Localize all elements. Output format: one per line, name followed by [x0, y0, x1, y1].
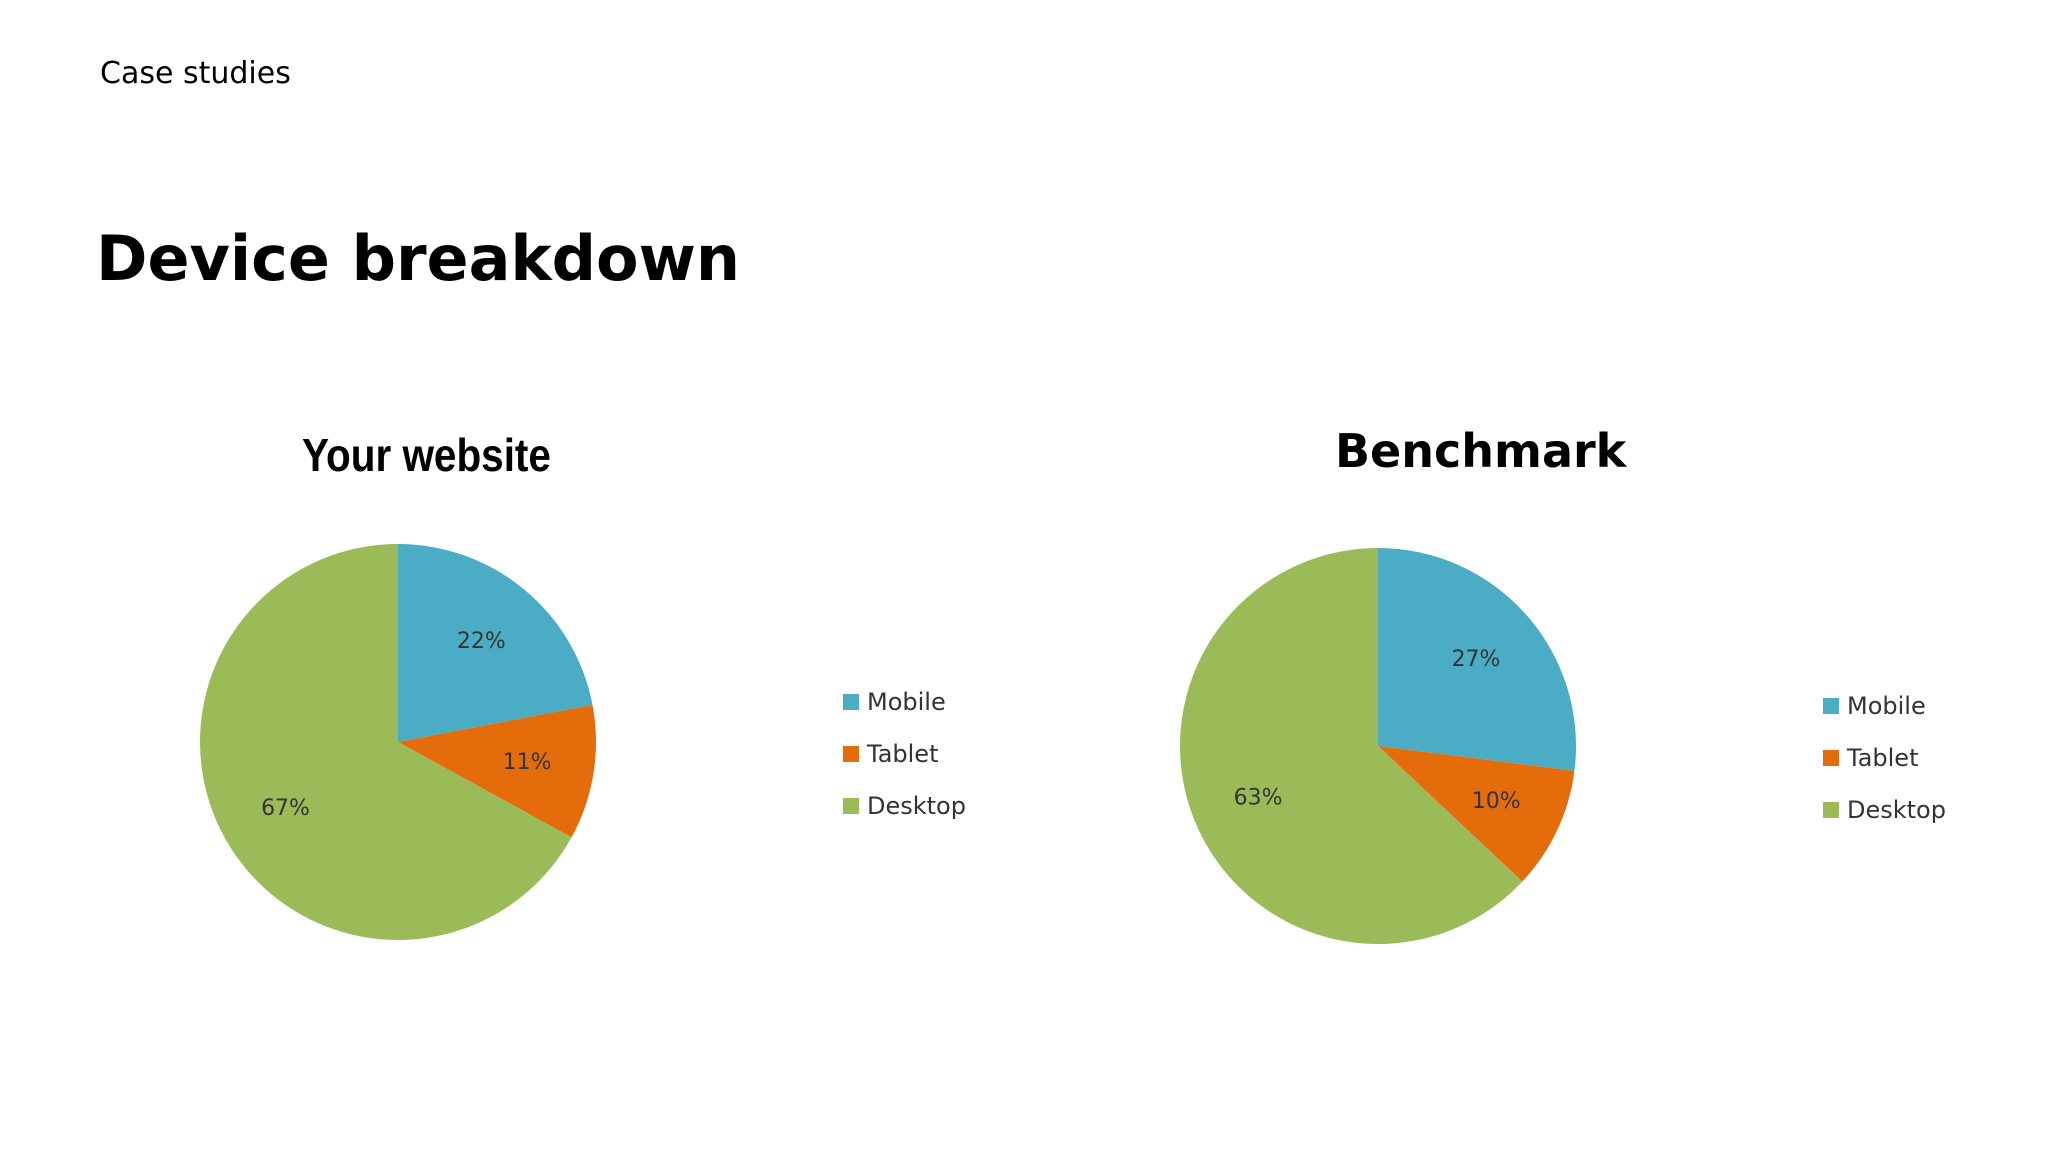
slice-label-tablet: 11%: [503, 750, 552, 775]
pie-slice-desktop: [1180, 548, 1523, 944]
pie-slice-desktop: [200, 544, 572, 940]
slide-title: Device breakdown: [96, 222, 741, 295]
slice-label-desktop: 67%: [261, 796, 310, 821]
legend-label-mobile: Mobile: [867, 688, 946, 716]
legend-your-website: Mobile Tablet Desktop: [843, 676, 966, 832]
legend-item-mobile: Mobile: [1823, 680, 1946, 732]
slice-label-desktop: 63%: [1234, 785, 1283, 810]
legend-swatch-mobile: [1823, 698, 1839, 714]
chart-title-benchmark: Benchmark: [1335, 424, 1627, 478]
legend-label-tablet: Tablet: [1847, 744, 1919, 772]
legend-item-desktop: Desktop: [1823, 784, 1946, 836]
chart-title-your-website: Your website: [302, 429, 551, 481]
legend-item-desktop: Desktop: [843, 780, 966, 832]
section-label: Case studies: [100, 56, 291, 91]
pie-slice-tablet: [1378, 746, 1575, 882]
legend-label-desktop: Desktop: [867, 792, 966, 820]
legend-swatch-tablet: [1823, 750, 1839, 766]
legend-swatch-tablet: [843, 746, 859, 762]
legend-item-tablet: Tablet: [1823, 732, 1946, 784]
pie-slice-tablet: [398, 704, 596, 838]
pie-slice-mobile: [398, 544, 593, 742]
legend-swatch-desktop: [1823, 802, 1839, 818]
legend-label-tablet: Tablet: [867, 740, 939, 768]
pie-slice-mobile: [1378, 548, 1576, 771]
legend-label-mobile: Mobile: [1847, 692, 1926, 720]
legend-label-desktop: Desktop: [1847, 796, 1946, 824]
legend-swatch-desktop: [843, 798, 859, 814]
legend-item-mobile: Mobile: [843, 676, 966, 728]
slice-label-tablet: 10%: [1472, 789, 1521, 814]
legend-item-tablet: Tablet: [843, 728, 966, 780]
pie-chart-your-website: 22% 11% 67%: [200, 544, 596, 940]
legend-swatch-mobile: [843, 694, 859, 710]
slice-label-mobile: 22%: [457, 629, 506, 654]
pie-chart-benchmark: 27% 10% 63%: [1180, 548, 1576, 944]
legend-benchmark: Mobile Tablet Desktop: [1823, 680, 1946, 836]
slice-label-mobile: 27%: [1452, 647, 1501, 672]
